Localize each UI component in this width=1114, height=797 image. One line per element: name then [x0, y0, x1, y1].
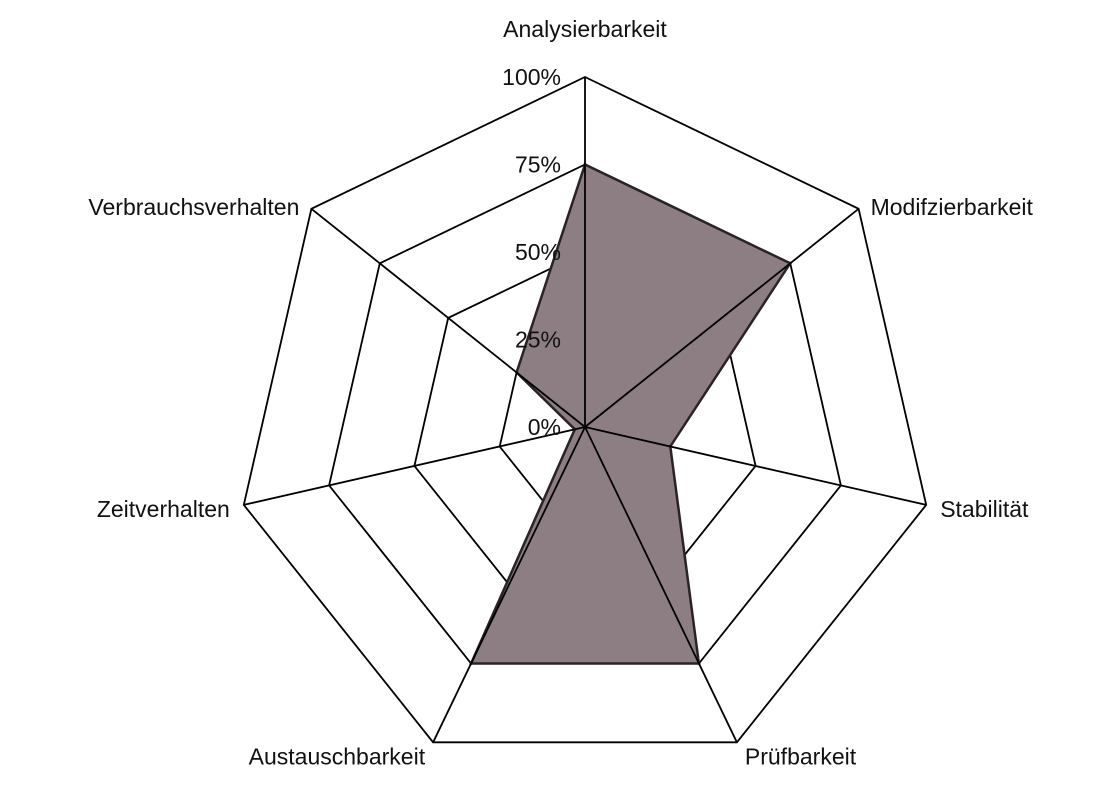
spoke-4 — [432, 426, 586, 743]
tick-label-100: 100% — [502, 64, 561, 90]
axis-label-6: Verbrauchsverhalten — [88, 194, 299, 220]
tick-label-0: 0% — [528, 414, 561, 440]
axis-label-5: Zeitverhalten — [97, 496, 230, 522]
axis-label-1: Modifzierbarkeit — [871, 194, 1034, 220]
grid-ring-100 — [242, 76, 928, 744]
spoke-6 — [310, 208, 586, 428]
radar-spokes — [243, 77, 927, 743]
tick-label-50: 50% — [515, 239, 561, 265]
axis-label-0: Analysierbarkeit — [503, 16, 667, 42]
spoke-2 — [584, 426, 927, 506]
tick-label-25: 25% — [515, 327, 561, 353]
spoke-1 — [584, 208, 860, 428]
axis-label-2: Stabilität — [940, 496, 1029, 522]
tick-label-75: 75% — [515, 152, 561, 178]
axis-labels: Analysierbarkeit Modifzierbarkeit Stabilit… — [88, 16, 1033, 769]
axis-label-3: Prüfbarkeit — [745, 743, 857, 769]
spoke-3 — [584, 426, 738, 743]
axis-label-4: Austauschbarkeit — [249, 743, 426, 769]
tick-labels: 0% 25% 50% 75% 100% — [502, 64, 561, 440]
series-area-0 — [469, 162, 793, 665]
spoke-5 — [243, 426, 586, 506]
